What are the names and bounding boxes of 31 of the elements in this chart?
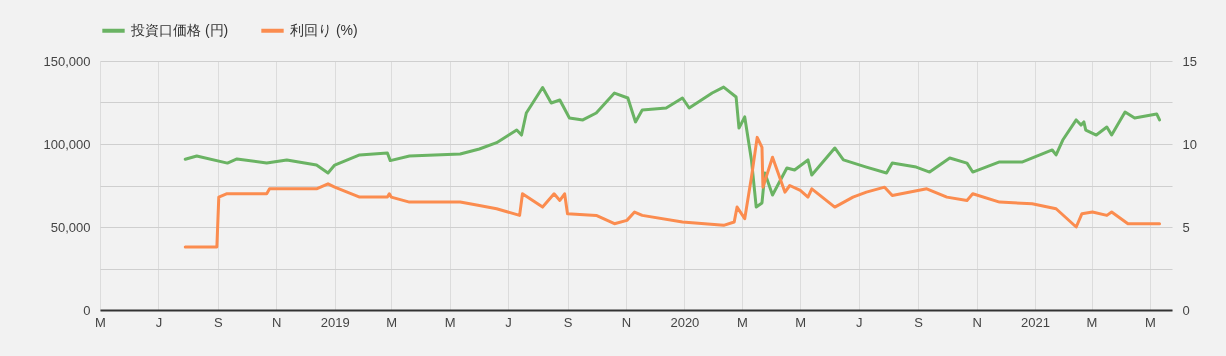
legend-label: 投資口価格 (円) bbox=[130, 21, 229, 38]
x-tick-label: N bbox=[972, 314, 982, 330]
x-tick-label: N bbox=[272, 314, 282, 330]
x-tick-label: M bbox=[795, 314, 807, 330]
x-tick-label: S bbox=[563, 314, 573, 330]
y2-tick-label: 15 bbox=[1182, 53, 1197, 69]
x-tick-label: M bbox=[444, 314, 456, 330]
x-tick-label: 2021 bbox=[1021, 314, 1050, 330]
x-tick-label: S bbox=[214, 314, 223, 330]
y-tick-label: 100,000 bbox=[43, 136, 91, 152]
legend-label: 利回り (%) bbox=[290, 21, 358, 38]
x-tick-label: M bbox=[386, 314, 398, 330]
y-tick-label: 50,000 bbox=[50, 219, 91, 235]
y-tick-label: 150,000 bbox=[43, 53, 91, 69]
x-tick-label: 2020 bbox=[670, 314, 700, 330]
y-tick-label: 0 bbox=[83, 302, 91, 318]
y2-tick-label: 5 bbox=[1182, 219, 1190, 235]
line-series bbox=[183, 85, 1162, 209]
x-tick-label: S bbox=[914, 314, 924, 330]
x-tick-label: J bbox=[855, 314, 863, 330]
x-tick-label: M bbox=[736, 314, 748, 330]
x-tick-label: 2019 bbox=[320, 314, 350, 330]
line-series bbox=[183, 135, 1162, 249]
x-tick-label: M bbox=[95, 314, 106, 330]
y2-tick-label: 0 bbox=[1182, 302, 1190, 318]
x-tick-label: J bbox=[155, 314, 163, 330]
x-tick-label: N bbox=[621, 314, 632, 330]
y2-tick-label: 10 bbox=[1182, 136, 1197, 152]
x-tick-label: M bbox=[1086, 314, 1098, 330]
x-tick-label: J bbox=[505, 314, 512, 330]
x-tick-label: M bbox=[1145, 314, 1156, 330]
